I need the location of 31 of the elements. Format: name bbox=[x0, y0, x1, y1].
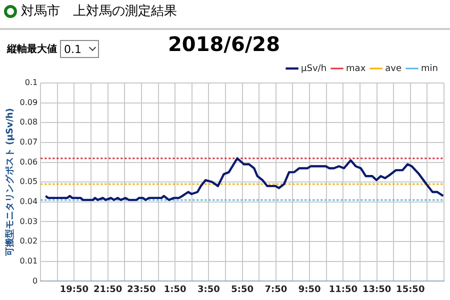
y-tick-label: 0.02 bbox=[20, 236, 38, 246]
x-tick-label: 11:50 bbox=[328, 284, 358, 295]
y-tick-label: 0.09 bbox=[20, 98, 38, 107]
legend-label: min bbox=[421, 64, 438, 74]
y-tick-label: 0.08 bbox=[20, 118, 38, 127]
y-tick-label: 0.03 bbox=[20, 216, 38, 226]
legend-label: ave bbox=[385, 64, 402, 74]
dropdown: 0.1 bbox=[60, 40, 98, 58]
legend-label: μSv/h bbox=[301, 64, 327, 74]
x-tick-label: 21:50 bbox=[94, 284, 122, 295]
x-tick-label: 9:50 bbox=[298, 284, 321, 295]
y-tick-label: 0.06 bbox=[20, 157, 38, 166]
x-tick-label: 3:50 bbox=[197, 284, 220, 295]
y-tick-label: 0.04 bbox=[20, 197, 38, 206]
x-tick-label: 15:50 bbox=[396, 284, 425, 295]
legend-label: max bbox=[346, 64, 366, 74]
y-axis-title: 可搬型モニタリングポスト (μSv/h) bbox=[4, 108, 16, 258]
x-tick-label: 7:50 bbox=[264, 284, 288, 295]
x-tick-label: 5:50 bbox=[231, 284, 254, 295]
y-tick-label: 0.05 bbox=[20, 177, 38, 186]
y-tick-label: 0.01 bbox=[20, 256, 38, 266]
y-tick-label: 0 bbox=[32, 276, 38, 286]
x-tick-label: 1:50 bbox=[164, 284, 186, 295]
chart-title: 2018/6/28 bbox=[168, 32, 280, 56]
x-tick-label: 23:50 bbox=[127, 284, 156, 295]
x-tick-label: 13:50 bbox=[362, 284, 392, 295]
y-tick-label: 0.1 bbox=[24, 78, 38, 88]
text: 縦軸最大値 bbox=[7, 42, 57, 56]
y-tick-label: 0.07 bbox=[20, 138, 38, 147]
text: 対馬市 上対馬の測定結果 bbox=[21, 3, 177, 20]
x-tick-label: 19:50 bbox=[60, 284, 89, 295]
